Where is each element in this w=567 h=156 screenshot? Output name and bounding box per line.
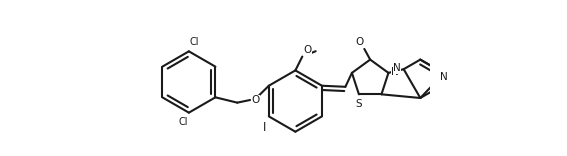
Text: I: I [263,121,266,134]
Text: S: S [356,99,362,109]
Text: N: N [439,72,447,82]
Text: O: O [355,37,363,47]
Text: Cl: Cl [178,117,188,127]
Text: O: O [252,95,260,105]
Text: N: N [393,63,401,73]
Text: O: O [303,45,311,55]
Text: Cl: Cl [189,37,199,46]
Text: N: N [391,67,399,77]
